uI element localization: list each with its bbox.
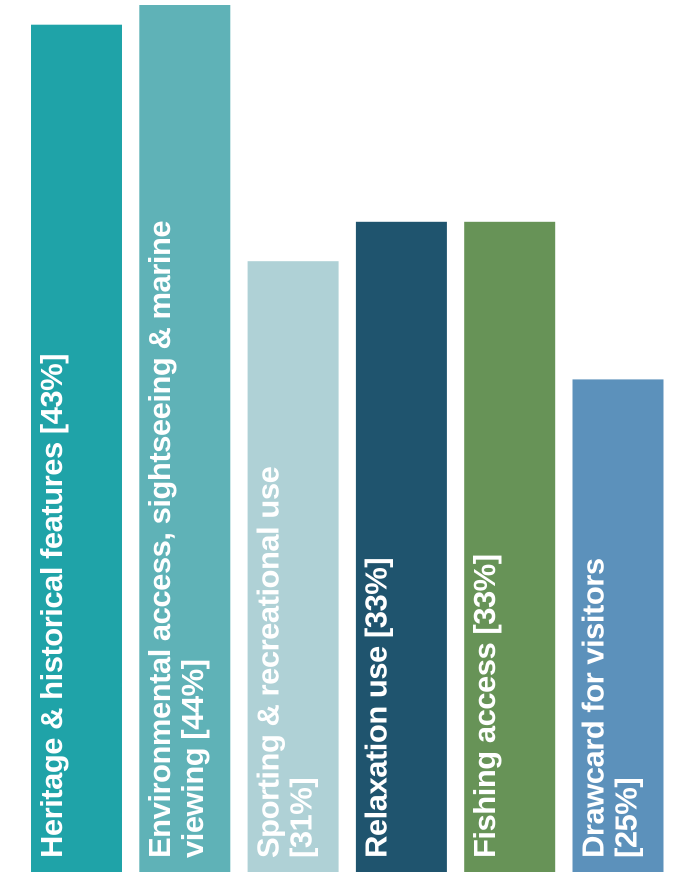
bar-4-label-line-1: Relaxation use [33%] [359,558,394,858]
bar-5 [464,221,556,872]
bar-3-label-line-2: [31%] [283,778,318,858]
bar-1-label-line-1: Heritage & historical features [43%] [34,354,69,858]
bar-3-label-line-1: Sporting & recreational use [250,466,285,858]
bar-2-label-line-1: Environmental access, sightseeing & mari… [142,221,177,858]
bar-4 [355,221,447,872]
bar-2-label-line-2: viewing [44%] [175,660,210,859]
bar-5-label-line-1: Fishing access [33%] [467,554,502,858]
labels-group: Heritage & historical features [43%] Envi… [34,221,643,859]
bar-6-label-line-1: Drawcard for visitors [575,558,610,858]
bar-2 [139,5,231,872]
bar-1 [31,24,122,872]
bar-6-label-line-2: [25%] [608,778,643,858]
bars-group [31,5,664,872]
bar-3 [247,261,339,872]
bar-6 [572,379,664,872]
